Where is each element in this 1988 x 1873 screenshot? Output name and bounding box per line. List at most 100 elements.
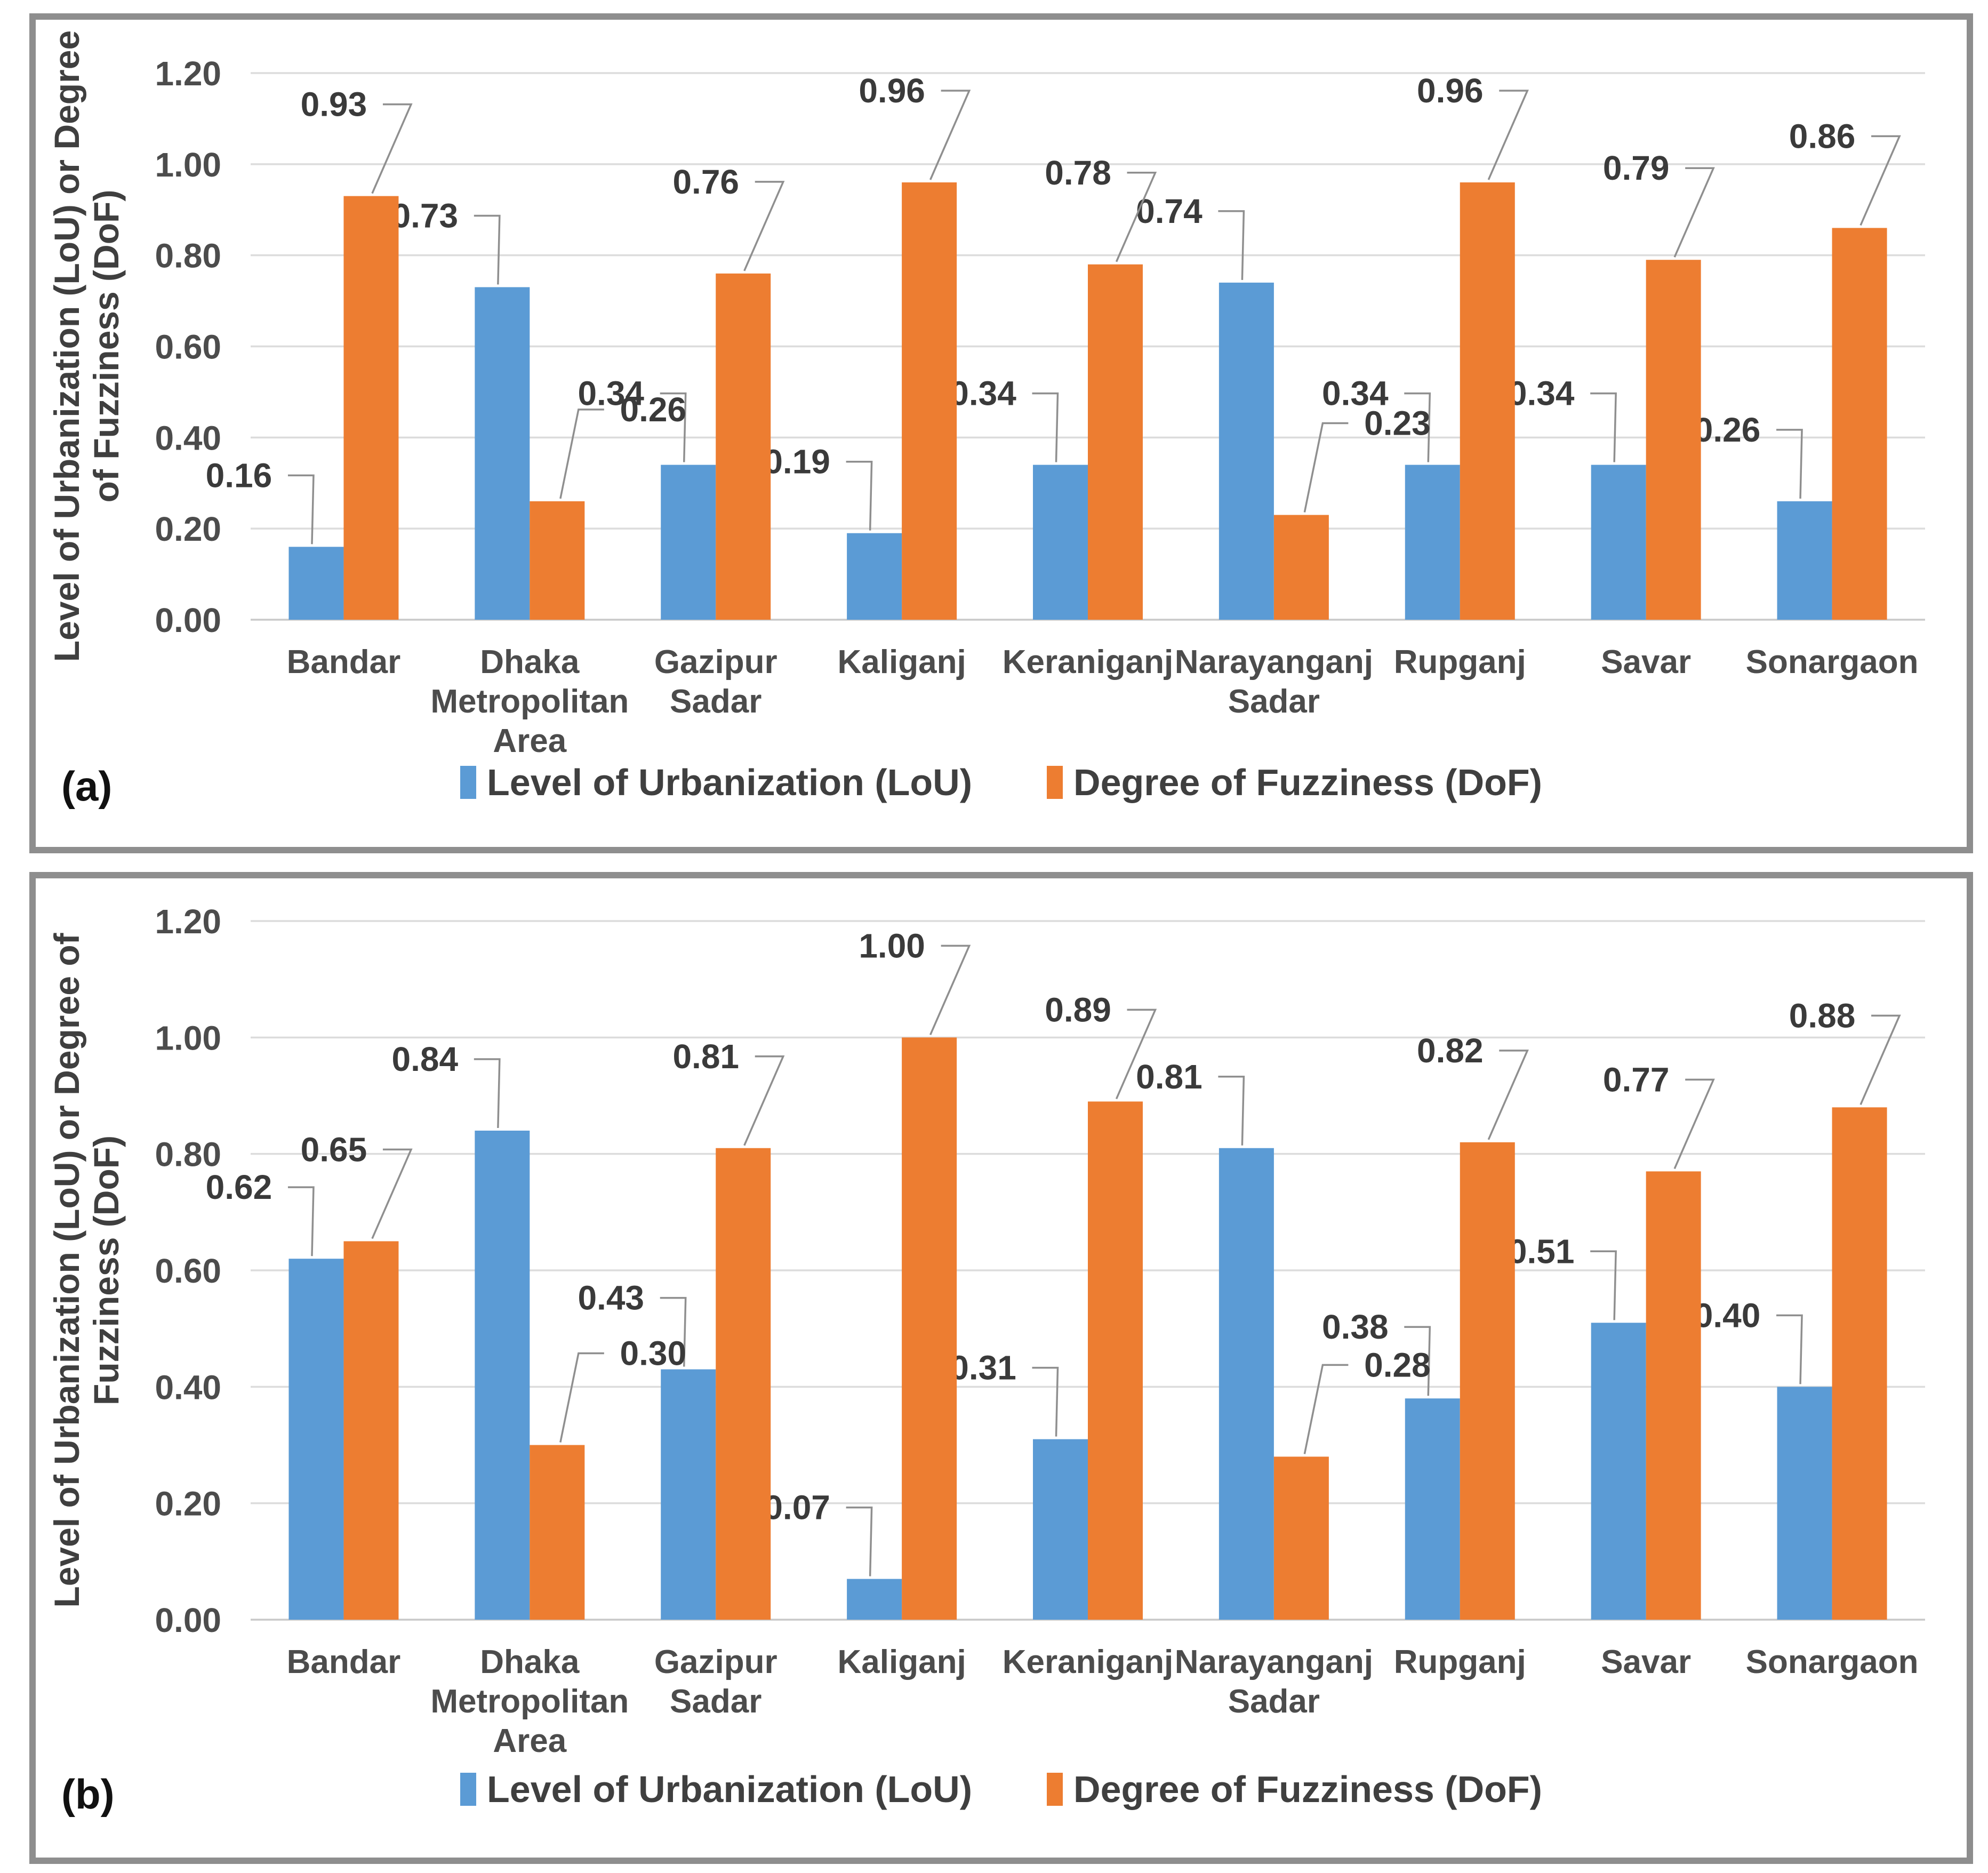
y-tick-label: 0.00: [155, 601, 221, 639]
y-tick-label: 0.40: [155, 1368, 221, 1406]
bar-dof: [1273, 515, 1329, 620]
value-label: 1.00: [859, 926, 925, 965]
value-label: 0.34: [1322, 374, 1389, 413]
leader-line: [1776, 429, 1803, 499]
bar-lou: [1033, 465, 1088, 620]
leader-line: [559, 1352, 604, 1443]
value-label: 0.78: [1045, 154, 1111, 192]
legend-label-lou: Level of Urbanization (LoU): [487, 1768, 973, 1810]
bar-dof: [1646, 260, 1701, 620]
x-tick-label: Kaliganj: [838, 644, 966, 681]
bar-lou: [661, 465, 716, 620]
y-tick-label: 1.20: [155, 902, 221, 941]
bar-dof: [1460, 1142, 1515, 1620]
bar-dof: [530, 1445, 585, 1620]
legend-b: Level of Urbanization (LoU) Degree of Fu…: [36, 1768, 1967, 1811]
bar-dof: [716, 1148, 771, 1620]
x-tick-label: Keraniganj: [1003, 1644, 1173, 1680]
x-tick-label: Gazipur: [654, 1644, 777, 1680]
value-label: 0.30: [620, 1334, 687, 1373]
x-tick-label: Narayanganj: [1175, 644, 1373, 681]
value-label: 0.28: [1364, 1346, 1431, 1384]
leader-line: [1487, 90, 1529, 180]
y-tick-label: 0.40: [155, 419, 221, 457]
leader-line: [1303, 1364, 1349, 1454]
bar-dof: [343, 1241, 399, 1620]
leader-line: [846, 1506, 873, 1576]
leader-line: [1115, 1008, 1157, 1100]
bar-lou: [288, 547, 344, 620]
leader-line: [929, 90, 971, 180]
value-label: 0.88: [1789, 996, 1856, 1035]
y-tick-label: 0.20: [155, 510, 221, 548]
y-tick-label: 1.00: [155, 146, 221, 184]
y-tick-label: 1.00: [155, 1019, 221, 1057]
bar-lou: [288, 1259, 344, 1620]
value-label: 0.34: [1508, 374, 1575, 413]
y-tick-label: 0.80: [155, 237, 221, 275]
x-tick-label: Savar: [1601, 1644, 1691, 1680]
bar-dof: [716, 273, 771, 620]
value-label: 0.77: [1603, 1060, 1670, 1099]
bar-dof: [530, 501, 585, 620]
y-tick-label: 1.20: [155, 54, 221, 93]
leader-line: [743, 181, 785, 271]
bar-dof: [1088, 264, 1143, 620]
legend-swatch-lou: [460, 1773, 477, 1806]
bar-lou: [1777, 501, 1832, 620]
panel-label-a: (a): [61, 763, 113, 810]
y-axis-title-line2: of Fuzziness (DoF): [86, 189, 126, 503]
leader-line: [474, 1058, 501, 1128]
leader-line: [1673, 167, 1715, 258]
x-tick-label: Bandar: [287, 1644, 401, 1680]
value-label: 0.96: [1417, 71, 1484, 110]
x-tick-label: Bandar: [287, 644, 401, 681]
bar-dof: [1088, 1101, 1143, 1620]
bar-lou: [475, 287, 530, 620]
bar-lou: [847, 533, 902, 620]
value-label: 0.34: [578, 374, 644, 413]
x-tick-label: Rupganj: [1394, 1644, 1526, 1680]
leader-line: [1404, 1326, 1431, 1396]
bar-lou: [475, 1131, 530, 1620]
bar-dof: [343, 196, 399, 620]
value-label: 0.43: [578, 1279, 644, 1317]
bar-lou: [661, 1369, 716, 1620]
x-tick-label: Sonargaon: [1746, 1644, 1919, 1680]
leader-line: [371, 1148, 413, 1239]
leader-line: [1032, 392, 1059, 462]
x-tick-label: Gazipur: [654, 644, 777, 681]
legend-swatch-dof: [1047, 1773, 1063, 1806]
bar-lou: [1591, 1323, 1646, 1620]
value-label: 0.26: [620, 390, 687, 429]
value-label: 0.26: [1694, 411, 1761, 449]
leader-line: [1590, 392, 1617, 462]
bar-dof: [902, 182, 957, 620]
y-tick-label: 0.00: [155, 1601, 221, 1639]
x-tick-label: Sonargaon: [1746, 644, 1919, 681]
x-tick-label: Area: [493, 1723, 566, 1759]
bar-dof: [1832, 1107, 1887, 1620]
legend-label-dof: Degree of Fuzziness (DoF): [1073, 1768, 1542, 1810]
value-label: 0.84: [392, 1040, 459, 1078]
bar-dof: [1832, 228, 1887, 620]
x-tick-label: Metropolitan: [430, 683, 629, 720]
bar-dof: [1460, 182, 1515, 620]
y-tick-label: 0.20: [155, 1485, 221, 1523]
value-label: 0.34: [950, 374, 1016, 413]
y-tick-label: 0.60: [155, 1252, 221, 1290]
x-tick-label: Area: [493, 723, 566, 759]
leader-line: [1404, 392, 1431, 462]
bar-dof: [902, 1037, 957, 1620]
x-tick-label: Sadar: [670, 1683, 761, 1720]
value-label: 0.76: [672, 163, 739, 201]
bar-lou: [1405, 1398, 1460, 1620]
leader-line: [1673, 1078, 1715, 1170]
leader-line: [660, 1296, 687, 1367]
panel-label-b: (b): [61, 1771, 115, 1818]
bar-dof: [1646, 1171, 1701, 1620]
x-tick-label: Sadar: [1228, 683, 1320, 720]
leader-line: [1776, 1314, 1803, 1384]
value-label: 0.81: [1136, 1058, 1203, 1096]
